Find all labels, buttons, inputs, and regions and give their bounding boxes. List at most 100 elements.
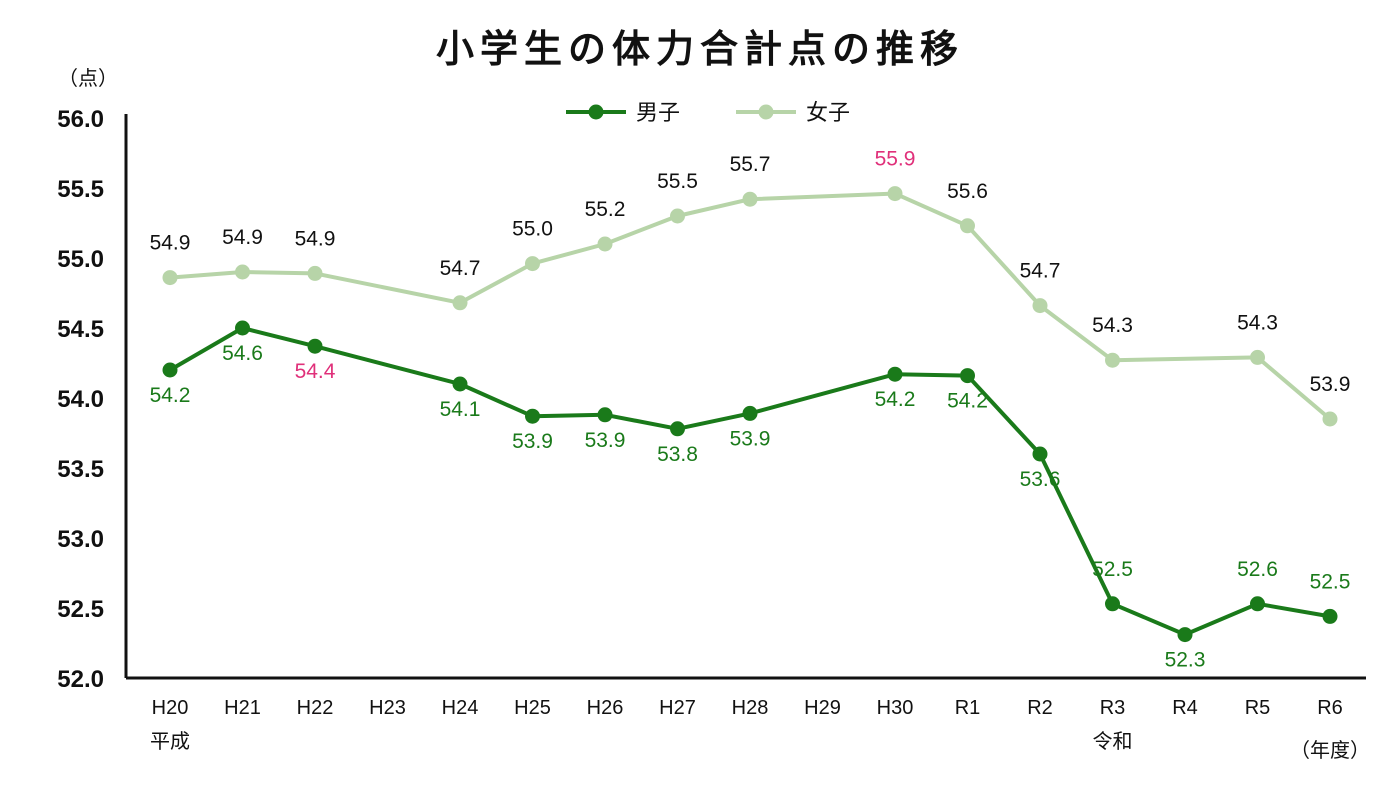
data-label: 53.9 — [512, 430, 553, 453]
data-point — [887, 186, 903, 202]
y-tick-label: 54.0 — [57, 386, 104, 413]
data-point — [307, 265, 323, 281]
series-layer: 54.9 54.9 54.9 54.7 55.0 55.2 55.5 55.7 55.9 55.6… — [150, 148, 1351, 672]
x-axis-unit-label: （年度） — [1290, 738, 1370, 762]
x-tick-label: H22 — [297, 697, 334, 719]
data-label: 54.4 — [295, 360, 336, 383]
y-tick-label: 53.5 — [57, 456, 104, 483]
data-label: 55.0 — [512, 218, 553, 241]
data-label: 53.9 — [1310, 373, 1351, 396]
data-point — [307, 338, 323, 354]
legend-label: 女子 — [806, 101, 850, 126]
series-line — [168, 326, 1331, 637]
data-point — [597, 407, 613, 423]
x-tick-label: H27 — [659, 697, 696, 719]
y-tick-label: 54.5 — [57, 316, 104, 343]
legend: 男子 女子 — [566, 101, 850, 126]
era-label: 平成 — [150, 729, 190, 753]
y-tick-label: 52.0 — [57, 666, 104, 693]
legend-swatch-marker — [588, 104, 604, 120]
data-label: 53.8 — [657, 443, 698, 466]
data-point — [1177, 627, 1193, 643]
data-point — [1250, 596, 1265, 612]
data-point — [1322, 411, 1338, 427]
data-point — [960, 218, 975, 234]
data-point — [1105, 596, 1120, 612]
legend-swatch-marker — [758, 104, 774, 120]
series-line — [169, 191, 1332, 421]
data-label: 54.2 — [947, 390, 988, 413]
data-point — [1032, 446, 1048, 462]
y-tick-label: 53.0 — [57, 526, 104, 553]
y-tick-label: 52.5 — [57, 596, 104, 623]
data-point — [670, 208, 685, 224]
data-point — [1032, 298, 1048, 314]
data-label: 55.7 — [730, 153, 771, 176]
x-tick-label: H26 — [587, 697, 624, 719]
x-tick-label: R5 — [1245, 697, 1271, 719]
legend-item-male: 男子 — [566, 101, 680, 126]
data-label: 53.6 — [1020, 468, 1061, 491]
data-label: 54.7 — [1020, 260, 1061, 283]
y-tick-label: 55.5 — [57, 176, 104, 203]
data-point — [742, 405, 758, 421]
data-label: 52.5 — [1092, 558, 1133, 581]
series-male: 54.2 54.6 54.4 54.1 53.9 53.9 53.8 53.9 54.2 54.2… — [150, 320, 1351, 672]
data-label: 52.3 — [1165, 649, 1206, 672]
chart-title: 小学生の体力合計点の推移 — [435, 27, 964, 71]
y-tick-labels: 56.0 55.5 55.0 54.5 54.0 53.5 53.0 52.5 52.0 — [57, 106, 104, 693]
data-point — [235, 320, 250, 336]
data-point — [1322, 608, 1338, 624]
x-tick-label: R2 — [1027, 697, 1053, 719]
x-tick-label: H24 — [442, 697, 479, 719]
data-point — [525, 408, 540, 424]
y-tick-label: 56.0 — [57, 106, 104, 133]
data-label: 53.9 — [730, 427, 771, 450]
data-label: 55.5 — [657, 170, 698, 193]
data-label: 54.3 — [1092, 314, 1133, 337]
data-label: 55.6 — [947, 180, 988, 203]
data-label: 54.9 — [150, 232, 191, 255]
x-tick-label: R6 — [1317, 697, 1343, 719]
x-tick-label: H28 — [732, 697, 769, 719]
data-label: 54.2 — [875, 388, 916, 411]
data-point — [960, 368, 975, 384]
y-tick-label: 55.0 — [57, 246, 104, 273]
x-tick-label: H30 — [877, 697, 914, 719]
legend-item-female: 女子 — [736, 101, 850, 126]
data-point — [162, 362, 178, 378]
data-label: 54.7 — [440, 257, 481, 280]
data-point — [887, 366, 903, 382]
data-label: 54.9 — [222, 226, 263, 249]
series-female: 54.9 54.9 54.9 54.7 55.0 55.2 55.5 55.7 55.9 55.6… — [150, 148, 1351, 427]
legend-label: 男子 — [636, 101, 680, 126]
data-label: 53.9 — [585, 429, 626, 452]
era-label: 令和 — [1093, 729, 1133, 753]
axes — [124, 114, 1366, 680]
data-point — [670, 421, 685, 437]
x-tick-label: R1 — [955, 697, 981, 719]
data-label: 54.2 — [150, 384, 191, 407]
data-point — [452, 295, 468, 311]
x-tick-label: R4 — [1172, 697, 1198, 719]
data-point — [452, 376, 468, 392]
data-point — [525, 256, 540, 272]
data-point — [1250, 349, 1265, 365]
data-label: 54.9 — [295, 227, 336, 250]
era-labels: 平成 令和 — [150, 729, 1133, 753]
data-point — [597, 236, 613, 252]
data-label: 54.1 — [440, 398, 481, 421]
data-label: 55.9 — [875, 148, 916, 171]
x-tick-label: H20 — [152, 697, 189, 719]
x-tick-label: H23 — [369, 697, 406, 719]
x-tick-label: H29 — [804, 697, 841, 719]
x-tick-label: R3 — [1100, 697, 1126, 719]
data-label: 52.5 — [1310, 570, 1351, 593]
x-tick-label: H21 — [224, 697, 261, 719]
data-label: 55.2 — [585, 198, 626, 221]
data-point — [1105, 352, 1120, 368]
data-point — [162, 270, 178, 286]
data-point — [742, 191, 758, 207]
data-label: 54.6 — [222, 342, 263, 365]
